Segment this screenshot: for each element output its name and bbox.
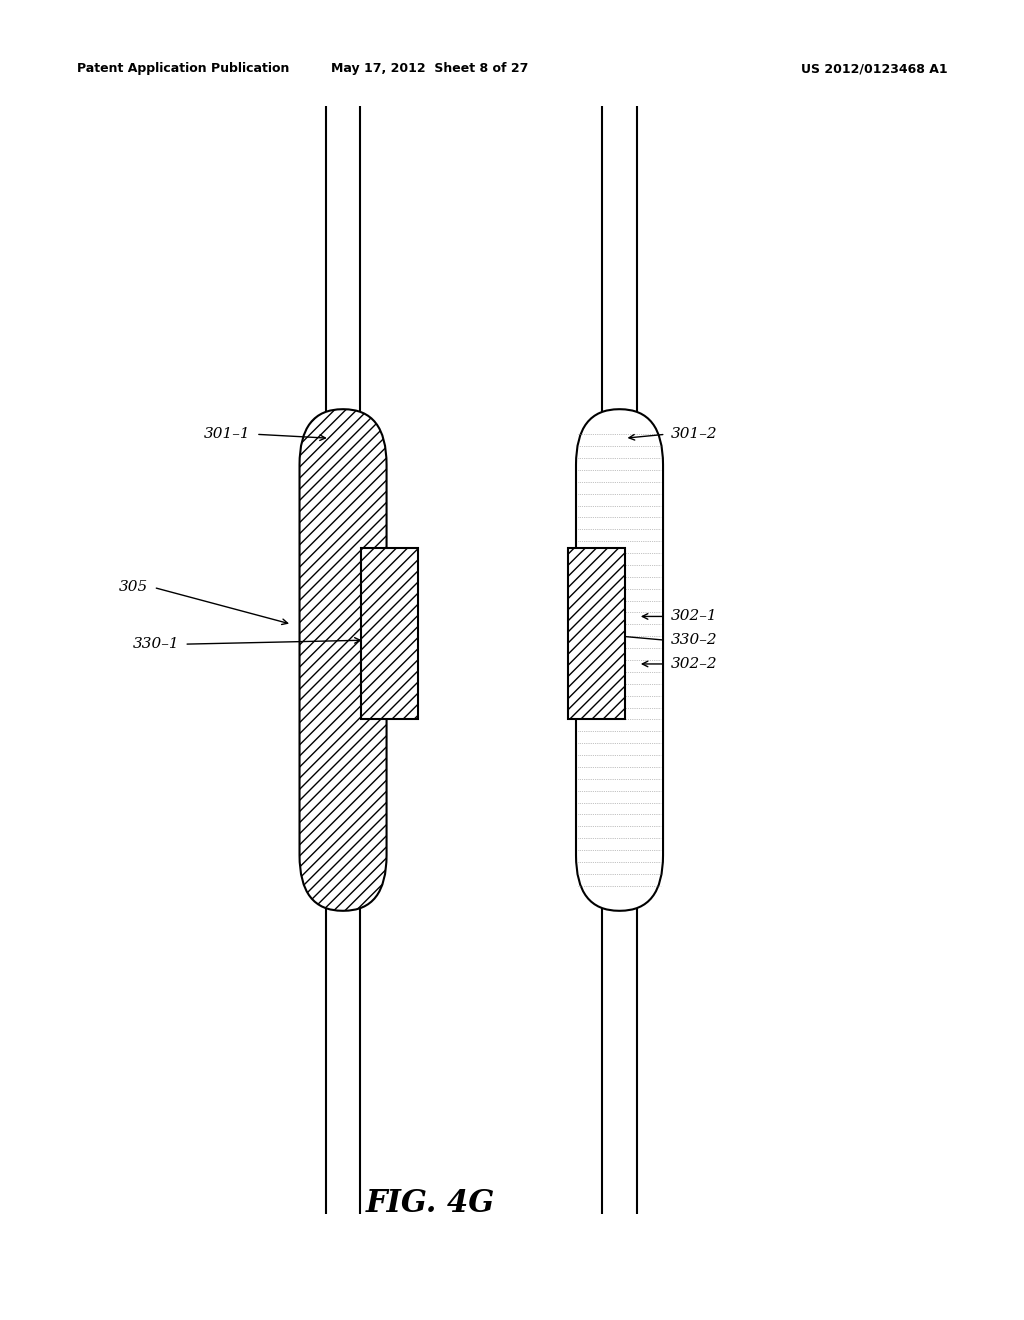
Text: FIG. 4G: FIG. 4G	[366, 1188, 495, 1220]
Text: 330–2: 330–2	[671, 634, 718, 647]
Text: US 2012/0123468 A1: US 2012/0123468 A1	[801, 62, 947, 75]
Text: May 17, 2012  Sheet 8 of 27: May 17, 2012 Sheet 8 of 27	[332, 62, 528, 75]
FancyBboxPatch shape	[300, 409, 387, 911]
Text: 302–2: 302–2	[671, 657, 718, 671]
Text: 330–1: 330–1	[132, 638, 179, 651]
Text: 305: 305	[119, 581, 148, 594]
Bar	[361, 548, 418, 719]
Text: 301–1: 301–1	[204, 428, 251, 441]
Text: 301–2: 301–2	[671, 428, 718, 441]
Bar	[568, 548, 625, 719]
Text: 302–1: 302–1	[671, 610, 718, 623]
Text: Patent Application Publication: Patent Application Publication	[77, 62, 289, 75]
FancyBboxPatch shape	[575, 409, 664, 911]
